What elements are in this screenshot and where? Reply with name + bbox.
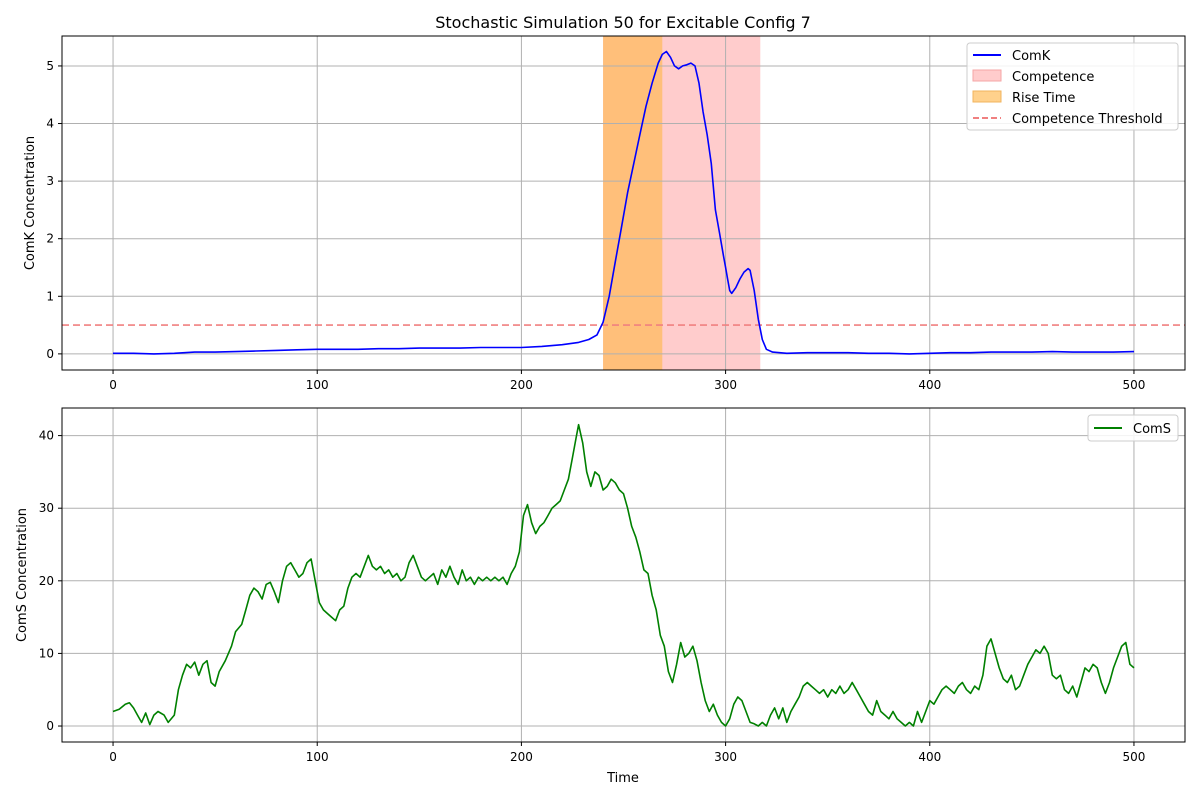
y-tick-label: 0: [46, 347, 54, 361]
legend-swatch-rise-time: [972, 90, 1002, 103]
legend-frame: [1087, 414, 1179, 442]
comk-chart: 0 100 200 300 400 500 0 1 2 3 4 5 ComK Concentratio…: [23, 35, 1186, 392]
y-tick-label: 3: [46, 174, 54, 188]
x-tick-label: 400: [918, 750, 941, 764]
legend-entry-coms: ComS: [1133, 422, 1171, 437]
y-tick-label: 40: [39, 429, 54, 443]
legend-entry-competence: Competence: [1012, 70, 1094, 85]
x-tick-label: 400: [918, 378, 941, 392]
series-line-coms: [112, 423, 1135, 727]
coms-y-axis-label: ComS Concentration: [15, 508, 30, 642]
legend-swatch-competence: [972, 69, 1002, 82]
y-tick-label: 0: [46, 719, 54, 733]
x-tick-label: 300: [714, 750, 737, 764]
x-tick-label: 500: [1123, 378, 1146, 392]
coms-chart: 0 100 200 300 400 500 0 10 20 30 40 ComS Concentra…: [15, 407, 1186, 786]
x-tick-label: 500: [1123, 750, 1146, 764]
comk-y-axis-label: ComK Concentration: [23, 136, 38, 270]
x-tick-label: 100: [306, 378, 329, 392]
legend-frame: [966, 42, 1179, 131]
y-tick-label: 1: [46, 289, 54, 303]
y-tick-label: 20: [39, 574, 54, 588]
comk-plot-frame: [61, 35, 1186, 371]
coms-legend: ComS: [1087, 414, 1179, 442]
y-tick-label: 10: [39, 646, 54, 660]
chart-title: Stochastic Simulation 50 for Excitable C…: [435, 13, 811, 32]
x-axis-label: Time: [606, 771, 639, 786]
legend-entry-rise-time: Rise Time: [1012, 91, 1075, 106]
y-tick-label: 5: [46, 59, 54, 73]
x-tick-label: 0: [109, 750, 117, 764]
x-tick-label: 0: [109, 378, 117, 392]
series-line-comk: [113, 50, 1135, 355]
legend-entry-comk: ComK: [1012, 49, 1051, 64]
region-rise-time: [603, 36, 663, 370]
y-tick-label: 2: [46, 232, 54, 246]
x-tick-label: 300: [714, 378, 737, 392]
x-tick-label: 200: [510, 378, 533, 392]
comk-legend: ComK Competence Rise Time Competence Thr…: [966, 42, 1179, 131]
y-tick-label: 4: [46, 117, 54, 131]
coms-plot-frame: [61, 407, 1186, 743]
x-tick-label: 100: [306, 750, 329, 764]
y-tick-label: 30: [39, 501, 54, 515]
legend-entry-threshold: Competence Threshold: [1012, 112, 1163, 127]
x-tick-label: 200: [510, 750, 533, 764]
